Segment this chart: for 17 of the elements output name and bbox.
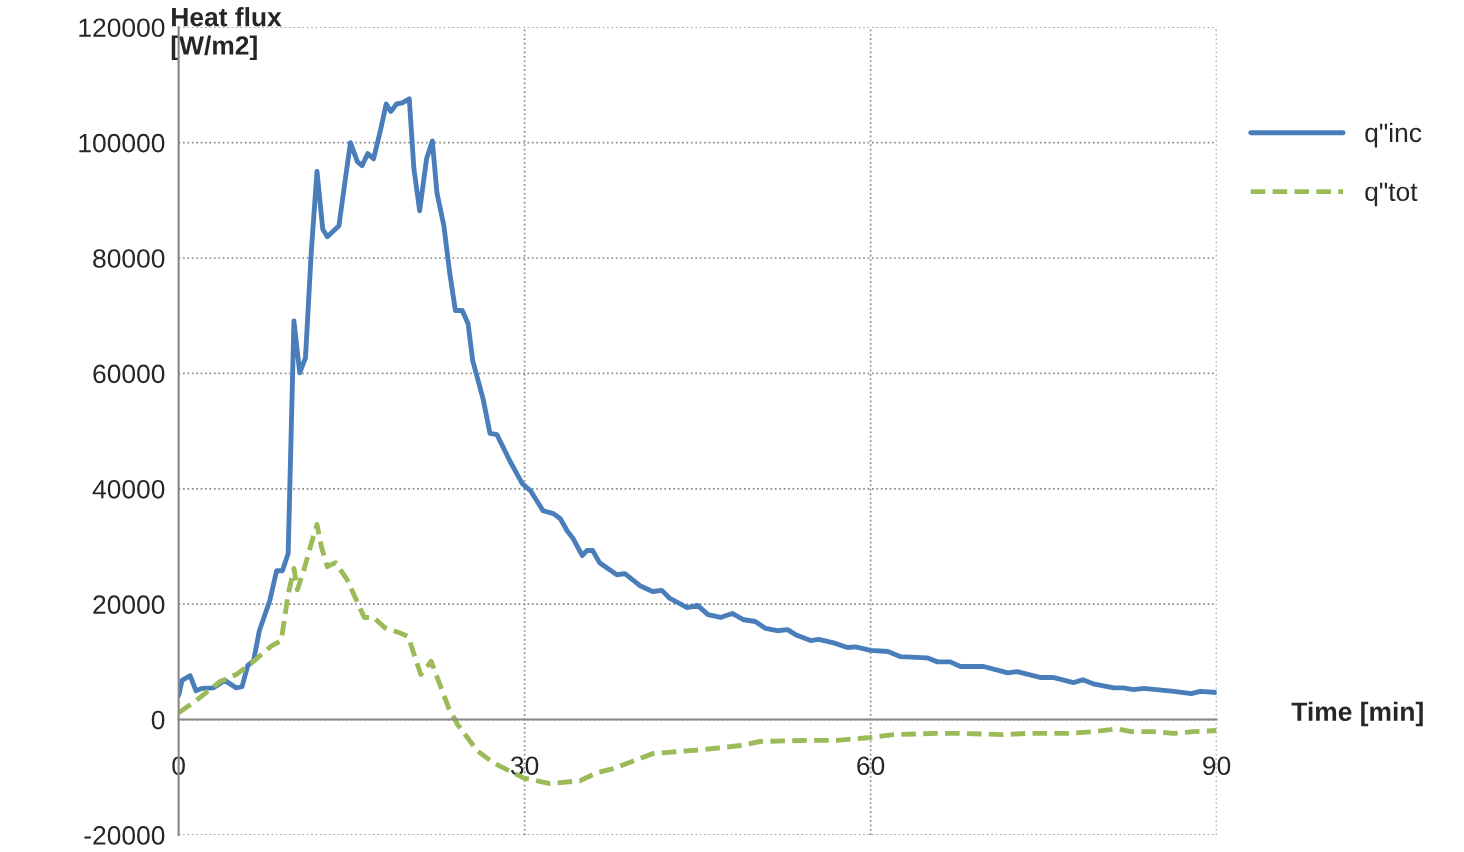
y-tick-label: 20000 xyxy=(93,595,165,615)
x-axis-title: Time [min] xyxy=(1291,701,1423,727)
y-tick-label: 100000 xyxy=(79,133,165,153)
y-tick-label: 0 xyxy=(151,710,165,730)
y-tick-label: -20000 xyxy=(84,826,165,845)
legend-label: q"inc xyxy=(1365,122,1422,148)
y-tick-label: 120000 xyxy=(79,18,165,38)
x-tick-label: 0 xyxy=(172,756,185,776)
legend-label: q"tot xyxy=(1365,182,1418,207)
y-axis-title: Heat flux [W/m2] xyxy=(171,7,282,61)
line-series xyxy=(178,96,1217,698)
x-tick-label: 60 xyxy=(857,756,885,776)
y-tick-label: 60000 xyxy=(93,364,165,384)
y-tick-label: 80000 xyxy=(93,249,165,268)
x-tick-label: 30 xyxy=(510,756,539,776)
y-tick-label: 40000 xyxy=(92,479,165,499)
x-tick-label: 90 xyxy=(1203,756,1231,776)
